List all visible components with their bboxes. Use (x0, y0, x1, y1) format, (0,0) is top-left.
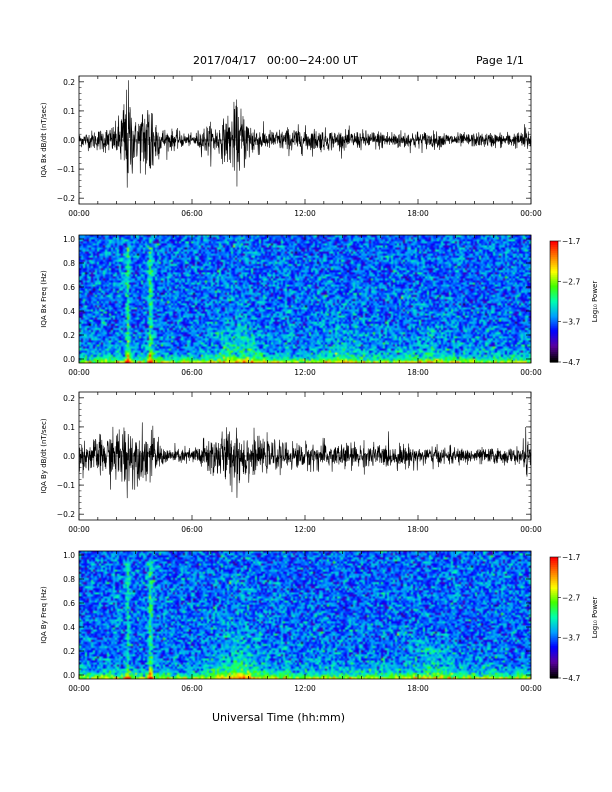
colorbar-label: Log₁₀ Power (591, 597, 599, 639)
x-tick-label: 00:00 (520, 368, 542, 377)
y-tick-label: 0.0 (63, 671, 75, 680)
x-tick-label: 00:00 (68, 209, 90, 218)
y-tick-label: 0.2 (63, 394, 75, 403)
colorbar-tick-label: −1.7 (562, 553, 580, 562)
y-axis-label: IQA By Freq (Hz) (40, 586, 48, 644)
y-tick-label: 0.1 (63, 107, 75, 116)
x-tick-label: 12:00 (294, 209, 316, 218)
colorbar-tick-label: −3.7 (562, 318, 580, 327)
spectrogram-panel-1: 1.0 0.8 0.6 0.4 0.2 0.0 00:00 06:00 12:00 18:00 00… (40, 234, 599, 377)
y-tick-label: 0.2 (63, 78, 75, 87)
colorbar: −1.7 −2.7 −3.7 −4.7 Log₁₀ Power (549, 553, 599, 683)
signal-trace (78, 422, 532, 499)
colorbar-tick-label: −4.7 (562, 674, 580, 683)
colorbar-frame (549, 556, 559, 679)
y-tick-label: 0.0 (63, 136, 75, 145)
x-tick-label: 18:00 (407, 684, 429, 693)
colorbar-tick-label: −1.7 (562, 237, 580, 246)
x-tick-label: 18:00 (407, 525, 429, 534)
x-tick-label: 12:00 (294, 684, 316, 693)
y-tick-label: 0.1 (63, 423, 75, 432)
y-tick-label: 0.2 (63, 647, 75, 656)
y-tick-label: −0.2 (57, 510, 75, 519)
x-tick-label: 18:00 (407, 209, 429, 218)
spectrogram-panel-3: 1.0 0.8 0.6 0.4 0.2 0.0 00:00 06:00 12:00 18:00 00… (40, 550, 599, 693)
page-title: 2017/04/17 00:00−24:00 UT (193, 54, 358, 67)
colorbar-tick-label: −2.7 (562, 277, 580, 286)
colorbar-frame (549, 240, 559, 363)
y-tick-label: 0.4 (63, 307, 75, 316)
spectrogram-image (79, 235, 531, 363)
y-tick-label: 0.8 (63, 575, 75, 584)
x-tick-label: 12:00 (294, 525, 316, 534)
x-tick-label: 00:00 (68, 525, 90, 534)
x-tick-label: 00:00 (520, 209, 542, 218)
y-tick-label: −0.1 (57, 165, 75, 174)
y-axis-label: IQA By dB/dt (nT/sec) (40, 418, 48, 493)
colorbar-tick-label: −2.7 (562, 593, 580, 602)
x-tick-label: 00:00 (68, 684, 90, 693)
colorbar: −1.7 −2.7 −3.7 −4.7 Log₁₀ Power (549, 237, 599, 367)
y-tick-label: 1.0 (63, 551, 75, 560)
x-tick-label: 18:00 (407, 368, 429, 377)
y-tick-label: 0.8 (63, 259, 75, 268)
x-tick-label: 00:00 (520, 525, 542, 534)
x-tick-label: 00:00 (520, 684, 542, 693)
x-tick-label: 00:00 (68, 368, 90, 377)
y-tick-label: 0.6 (63, 283, 75, 292)
y-axis-label: IQA Bx dB/dt (nT/sec) (40, 102, 48, 177)
page-number: Page 1/1 (476, 54, 524, 67)
y-tick-label: 1.0 (63, 235, 75, 244)
line-panel-0: 0.2 0.1 0.0 −0.1 −0.2 00:00 06:00 12:00 18:00 00:… (40, 75, 542, 218)
y-tick-label: 0.6 (63, 599, 75, 608)
spectrogram-image (79, 551, 531, 679)
colorbar-label: Log₁₀ Power (591, 281, 599, 323)
y-tick-label: −0.2 (57, 194, 75, 203)
colorbar-tick-label: −4.7 (562, 358, 580, 367)
y-axis-label: IQA Bx Freq (Hz) (40, 270, 48, 328)
x-tick-label: 12:00 (294, 368, 316, 377)
y-tick-label: 0.4 (63, 623, 75, 632)
colorbar-tick-label: −3.7 (562, 634, 580, 643)
x-tick-label: 06:00 (181, 209, 203, 218)
line-panel-2: 0.2 0.1 0.0 −0.1 −0.2 00:00 06:00 12:00 18:00 00:… (40, 391, 542, 534)
y-tick-label: 0.2 (63, 331, 75, 340)
x-axis-title: Universal Time (hh:mm) (212, 711, 345, 724)
x-tick-label: 06:00 (181, 684, 203, 693)
signal-trace (78, 80, 532, 188)
y-tick-label: 0.0 (63, 452, 75, 461)
x-tick-label: 06:00 (181, 525, 203, 534)
y-tick-label: 0.0 (63, 355, 75, 364)
x-tick-label: 06:00 (181, 368, 203, 377)
y-tick-label: −0.1 (57, 481, 75, 490)
